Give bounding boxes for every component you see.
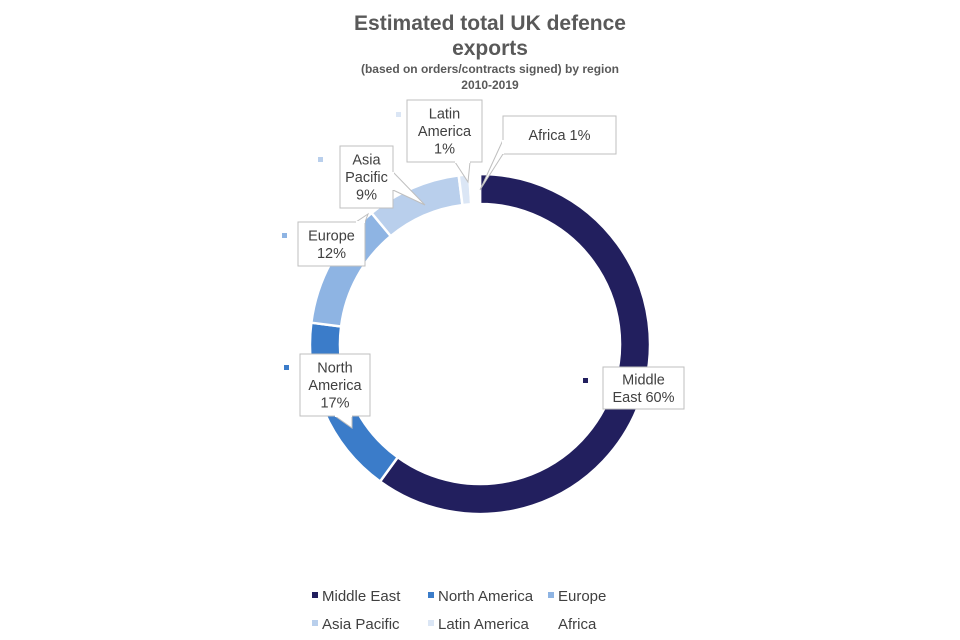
slice-africa [468,172,482,206]
legend-swatch [312,592,318,598]
data-label-text: Latin America 1% [418,107,472,158]
legend-swatch [428,592,434,598]
chart-title-line-1: Estimated total UK defence [354,12,626,35]
callout-box [299,353,371,417]
legend-item-middle-east: Middle East [312,588,401,605]
data-label-text: North America 17% [308,361,362,412]
legend: Middle East North America Europe Asia Pacif… [312,588,606,633]
legend-label: North America [438,588,534,605]
slice-middle-east [378,172,652,516]
legend-label: Asia Pacific [322,616,400,633]
callout-box [602,366,685,410]
data-label-text: Europe 12% [308,228,355,262]
label-key-europe [282,233,287,238]
legend-label: Latin America [438,616,530,633]
data-label-europe: Europe 12% [282,212,370,267]
legend-label: Europe [558,588,606,605]
legend-swatch [548,620,554,626]
legend-swatch [548,592,554,598]
chart-title-group: Estimated total UK defence exports (base… [354,12,626,92]
label-key-latin-america [396,112,401,117]
data-label-africa: Africa 1% [479,115,617,191]
callout-box [406,99,483,163]
data-label-text: Middle East 60% [612,372,674,406]
data-label-asia-pacific: Asia Pacific 9% [318,145,426,209]
label-key-asia-pacific [318,157,323,162]
callout-box [339,145,394,209]
data-label-middle-east: Middle East 60% [583,366,685,410]
callout-box [502,115,617,155]
legend-swatch [312,620,318,626]
data-label-north-america: North America 17% [284,353,371,429]
label-key-north-america [284,365,289,370]
label-key-middle-east [583,378,588,383]
legend-item-europe: Europe [548,588,606,605]
data-label-text: Africa 1% [528,128,590,144]
chart-subtitle: (based on orders/contracts signed) by re… [361,62,619,76]
legend-item-asia-pacific: Asia Pacific [312,616,400,633]
legend-swatch [428,620,434,626]
data-label-callouts: Middle East 60% North America 17% Europe 12% As… [282,99,685,429]
legend-item-africa: Africa [548,616,597,633]
chart-title-line-2: exports [452,37,528,60]
data-label-latin-america: Latin America 1% [396,99,483,184]
donut-slices [308,172,652,516]
legend-label: Middle East [322,588,401,605]
data-label-text: Asia Pacific 9% [345,153,388,204]
chart-period: 2010-2019 [461,78,519,92]
legend-item-north-america: North America [428,588,534,605]
callout-box [297,221,366,267]
legend-label: Africa [558,616,597,633]
legend-item-latin-america: Latin America [428,616,530,633]
